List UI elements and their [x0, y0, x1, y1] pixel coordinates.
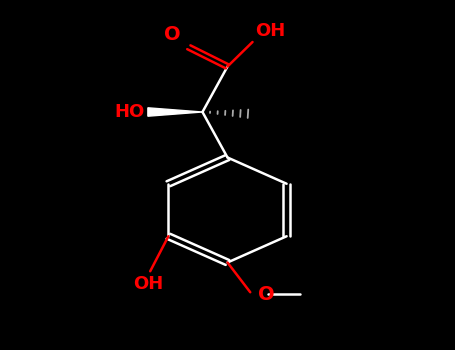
- Polygon shape: [148, 108, 202, 116]
- Text: HO: HO: [114, 103, 144, 121]
- Text: O: O: [258, 285, 275, 303]
- Text: OH: OH: [255, 22, 285, 40]
- Text: OH: OH: [133, 275, 163, 293]
- Text: O: O: [164, 25, 181, 44]
